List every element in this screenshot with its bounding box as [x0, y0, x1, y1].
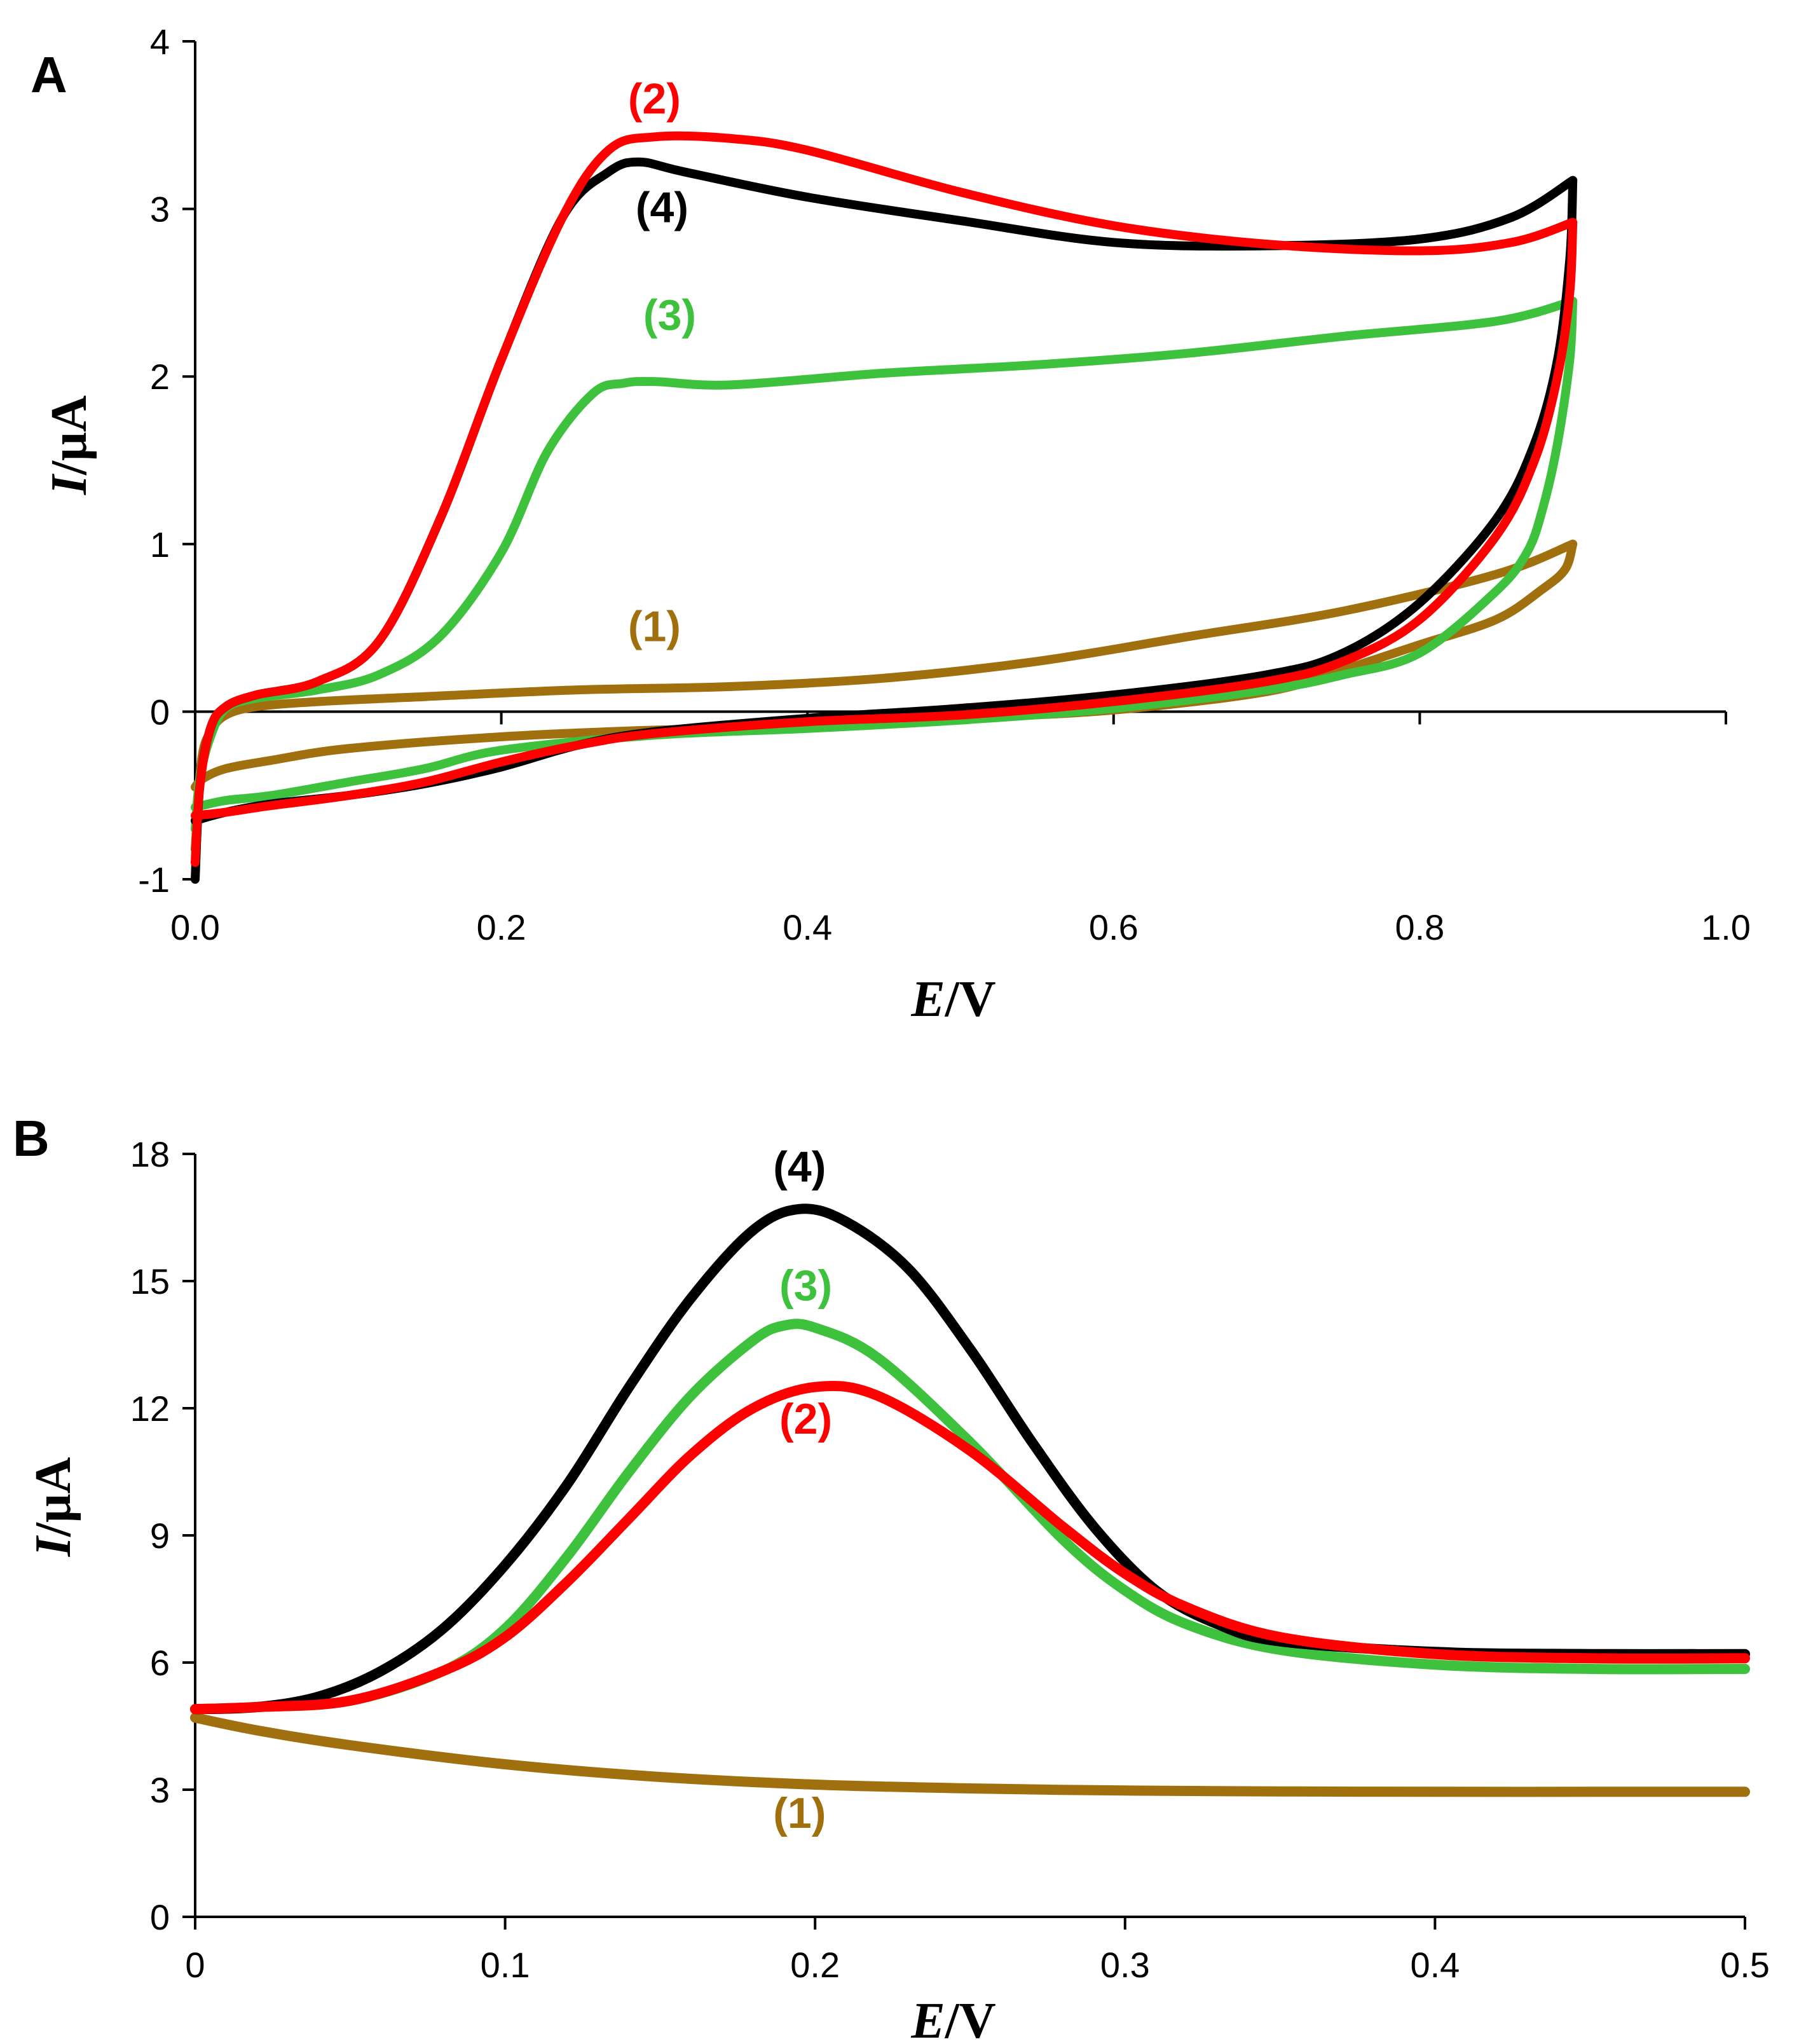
panel-a-letter: A: [31, 46, 67, 103]
panel-b-series-1-line: [190, 1712, 1750, 1797]
panel-b-letter: B: [13, 1110, 50, 1167]
panel-a-y-tick-label: 0: [150, 692, 170, 732]
panel-a-y-tick-label: 2: [150, 357, 170, 397]
panel-b-x-tick-label: 0.3: [1100, 1945, 1150, 1985]
panel-a-y-tick-label: 4: [150, 22, 170, 62]
panel-b-y-tick-label: 15: [130, 1261, 170, 1301]
panel-a-y-axis-title-italic: I: [41, 473, 97, 495]
panel-b-x-tick-label: 0.5: [1720, 1945, 1770, 1985]
panel-b-y-axis-title: I/μA: [25, 1457, 81, 1558]
panel-b-curve-label-4: (4): [773, 1142, 826, 1191]
panel-b-chart: B 0 3 6 9 12 15 18 0 0.1 0.2 0.3 0.4 0.5 (1) (3) (4) (2…: [13, 1110, 1770, 2044]
panel-a-x-tick-label: 0.0: [170, 907, 220, 947]
panel-a-x-axis-title-italic: E: [910, 971, 945, 1027]
panel-b-curve-labels: (1) (3) (4) (2): [773, 1142, 832, 1837]
panel-b-y-axis-title-italic: I: [25, 1535, 81, 1557]
panel-b-y-axis-title-unit: /μA: [25, 1457, 81, 1538]
panel-a-x-axis-title-unit: /V: [945, 971, 996, 1027]
panel-b-x-axis-title-italic: E: [910, 1993, 945, 2044]
panel-a-curve-labels: (1) (3) (4) (2): [628, 74, 696, 650]
panel-b-x-tick-label: 0: [185, 1945, 205, 1985]
panel-b-x-tick-label: 0.1: [481, 1945, 530, 1985]
panel-b-x-tick-label: 0.4: [1410, 1945, 1460, 1985]
panel-b-y-tick-label: 9: [150, 1516, 170, 1556]
panel-b-y-tick-label: 6: [150, 1643, 170, 1683]
panel-b-curve-label-2: (2): [779, 1395, 832, 1443]
panel-a-series-2-reverse-scan: [191, 217, 1578, 820]
panel-b-curve-label-3: (3): [779, 1261, 832, 1310]
panel-a-y-axis-title: I/μA: [41, 395, 97, 496]
panel-a-y-axis-title-unit: /μA: [41, 395, 97, 476]
panel-a-series-3-forward-scan: [191, 296, 1578, 833]
panel-a-x-tick-label: 0.4: [783, 907, 832, 947]
panel-a-series: [191, 131, 1578, 884]
panel-a-series-3-reverse-scan: [191, 296, 1578, 812]
panel-b-y-tick-label: 18: [130, 1134, 170, 1174]
panel-a-series-1-forward-scan: [191, 539, 1578, 854]
panel-a-curve-label-4: (4): [636, 184, 688, 232]
panel-b-series: [190, 1204, 1750, 1797]
panel-b-y-tick-label: 0: [150, 1897, 170, 1937]
panel-b-x-tick-label: 0.2: [790, 1945, 840, 1985]
panel-b-y-tick-label: 12: [130, 1389, 170, 1429]
panel-a-curve-label-3: (3): [643, 291, 696, 339]
panel-a-curve-label-2: (2): [628, 74, 681, 123]
panel-a-y-tick-label: -1: [138, 860, 170, 900]
panel-b-x-axis-title-unit: /V: [945, 1993, 996, 2044]
panel-b-series-2-line: [190, 1380, 1750, 1715]
panel-b-x-axis-title: E/V: [910, 1993, 995, 2044]
panel-a-chart: A -1 0 1 2 3 4 0.0 0.2 0.4 0.6 0.8 1.0 (1) (3) (4) (2)…: [31, 22, 1751, 1027]
panel-b-series-4-line: [190, 1204, 1750, 1715]
panel-a-x-axis-title: E/V: [910, 971, 995, 1027]
panel-b-curve-label-1: (1): [773, 1789, 826, 1837]
panel-a-x-tick-label: 1.0: [1701, 907, 1751, 947]
panel-a-axes: -1 0 1 2 3 4 0.0 0.2 0.4 0.6 0.8 1.0: [138, 22, 1751, 947]
panel-a-curve-label-1: (1): [628, 603, 681, 651]
panel-a-x-tick-label: 0.8: [1395, 907, 1444, 947]
panel-a-x-tick-label: 0.6: [1089, 907, 1139, 947]
panel-a-x-tick-label: 0.2: [477, 907, 526, 947]
panel-b-y-tick-label: 3: [150, 1770, 170, 1810]
panel-a-y-tick-label: 3: [150, 189, 170, 230]
panel-a-series-2-forward-scan: [191, 131, 1578, 867]
panel-a-y-tick-label: 1: [150, 525, 170, 565]
panel-b-axes: 0 3 6 9 12 15 18 0 0.1 0.2 0.3 0.4 0.5: [130, 1134, 1770, 1985]
